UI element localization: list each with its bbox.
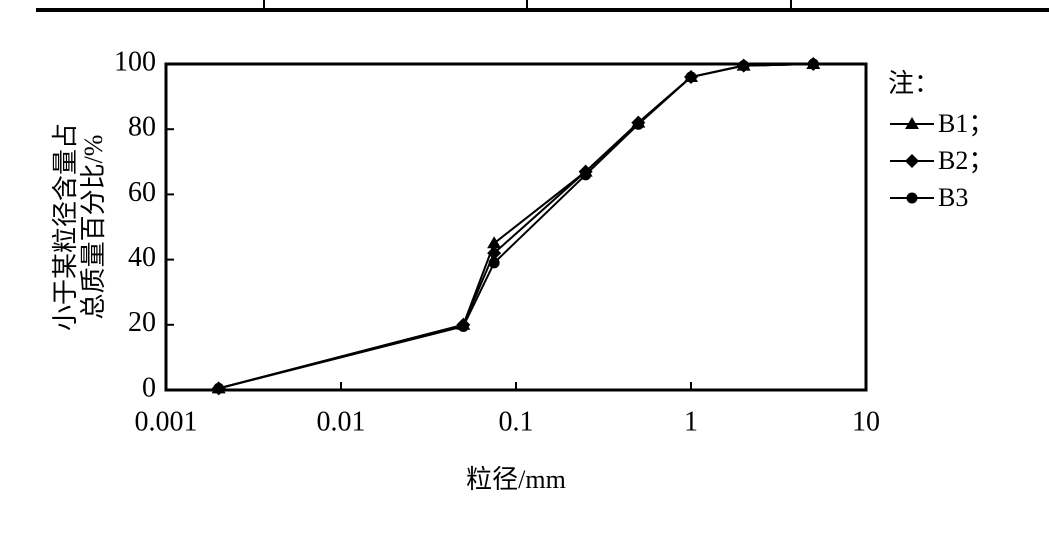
marker bbox=[488, 257, 500, 269]
marker bbox=[738, 60, 750, 72]
y-tick-label: 40 bbox=[128, 242, 156, 273]
marker bbox=[457, 320, 469, 332]
marker bbox=[487, 246, 502, 261]
legend-title: 注： bbox=[888, 69, 940, 98]
marker bbox=[632, 118, 644, 130]
marker bbox=[487, 236, 502, 249]
y-tick-label: 80 bbox=[128, 112, 156, 143]
legend-marker bbox=[906, 192, 918, 204]
y-tick-label: 20 bbox=[128, 307, 156, 338]
table-border bbox=[36, 0, 1049, 12]
x-axis-label: 粒径/mm bbox=[466, 465, 566, 494]
series-line bbox=[218, 63, 814, 390]
y-axis-label: 小于某粒径含量占 bbox=[51, 123, 80, 331]
marker bbox=[213, 382, 225, 394]
y-tick-label: 100 bbox=[114, 46, 156, 77]
x-tick-label: 0.001 bbox=[135, 406, 198, 437]
y-axis-label: 总质量百分比/% bbox=[79, 135, 108, 320]
marker bbox=[580, 169, 592, 181]
y-tick-label: 60 bbox=[128, 177, 156, 208]
legend-label: B1； bbox=[938, 109, 994, 138]
legend-label: B2； bbox=[938, 146, 994, 175]
x-tick-label: 10 bbox=[852, 406, 880, 437]
series-line bbox=[218, 63, 814, 390]
x-tick-label: 1 bbox=[684, 406, 698, 437]
y-tick-label: 0 bbox=[142, 372, 156, 403]
legend-marker bbox=[905, 154, 919, 168]
legend-marker bbox=[905, 117, 919, 129]
legend-label: B3 bbox=[938, 183, 968, 212]
marker bbox=[807, 58, 819, 70]
x-tick-label: 0.01 bbox=[317, 406, 366, 437]
x-tick-label: 0.1 bbox=[499, 406, 534, 437]
marker bbox=[685, 71, 697, 83]
